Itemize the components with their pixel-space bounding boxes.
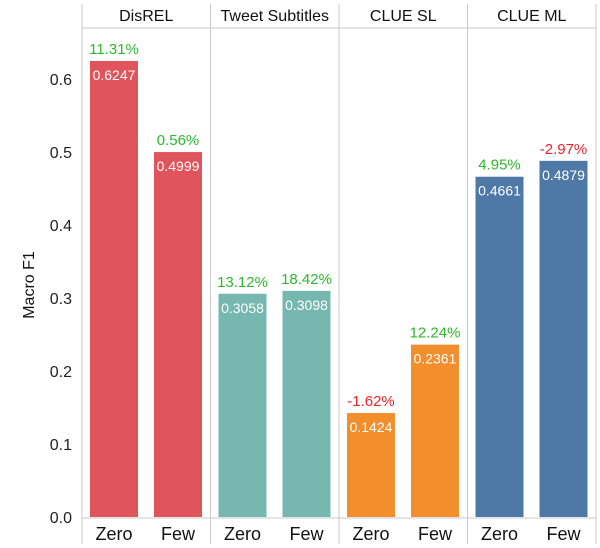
y-tick-label: 0.3 xyxy=(50,291,72,308)
bar-value-label: 0.3058 xyxy=(221,300,264,316)
bar-change-label: 0.56% xyxy=(157,132,200,149)
bar xyxy=(411,344,459,517)
x-category-label: Few xyxy=(289,524,324,544)
bar-value-label: 0.4999 xyxy=(157,158,200,174)
bar xyxy=(539,160,588,517)
bar-value-label: 0.6247 xyxy=(93,67,136,83)
bar xyxy=(282,290,331,517)
y-tick-label: 0.0 xyxy=(50,510,72,527)
x-category-label: Few xyxy=(418,524,453,544)
y-tick-label: 0.2 xyxy=(50,364,72,381)
bar-change-label: 18.42% xyxy=(281,271,332,288)
bar xyxy=(347,413,395,517)
bar-value-label: 0.3098 xyxy=(285,297,328,313)
bar-value-label: 0.1424 xyxy=(350,419,393,435)
bar xyxy=(218,293,267,517)
bar-change-label: 4.95% xyxy=(478,157,521,174)
panel-title: CLUE ML xyxy=(497,8,566,25)
bar xyxy=(154,152,202,517)
bar-value-label: 0.4661 xyxy=(478,183,521,199)
y-tick-label: 0.1 xyxy=(50,437,72,454)
x-category-label: Zero xyxy=(481,524,518,544)
panel-title: CLUE SL xyxy=(370,8,437,25)
y-tick-label: 0.4 xyxy=(50,218,72,235)
bar-change-label: -2.97% xyxy=(540,141,588,158)
x-category-label: Few xyxy=(546,524,581,544)
x-category-label: Zero xyxy=(95,524,132,544)
bar-change-label: 13.12% xyxy=(217,274,268,291)
x-category-label: Zero xyxy=(224,524,261,544)
bar xyxy=(475,176,524,517)
bar-value-label: 0.4879 xyxy=(542,167,585,183)
y-axis-label: Macro F1 xyxy=(21,251,38,319)
y-tick-label: 0.5 xyxy=(50,145,72,162)
panel-title: DisREL xyxy=(119,8,173,25)
bar-change-label: -1.62% xyxy=(347,393,395,410)
bar-change-label: 11.31% xyxy=(89,41,139,58)
bar xyxy=(90,60,138,518)
panel-title: Tweet Subtitles xyxy=(221,8,330,25)
x-category-label: Few xyxy=(161,524,196,544)
bar-value-label: 0.2361 xyxy=(414,351,457,367)
x-category-label: Zero xyxy=(352,524,389,544)
bar-change-label: 12.24% xyxy=(410,325,461,342)
y-tick-label: 0.6 xyxy=(50,72,72,89)
